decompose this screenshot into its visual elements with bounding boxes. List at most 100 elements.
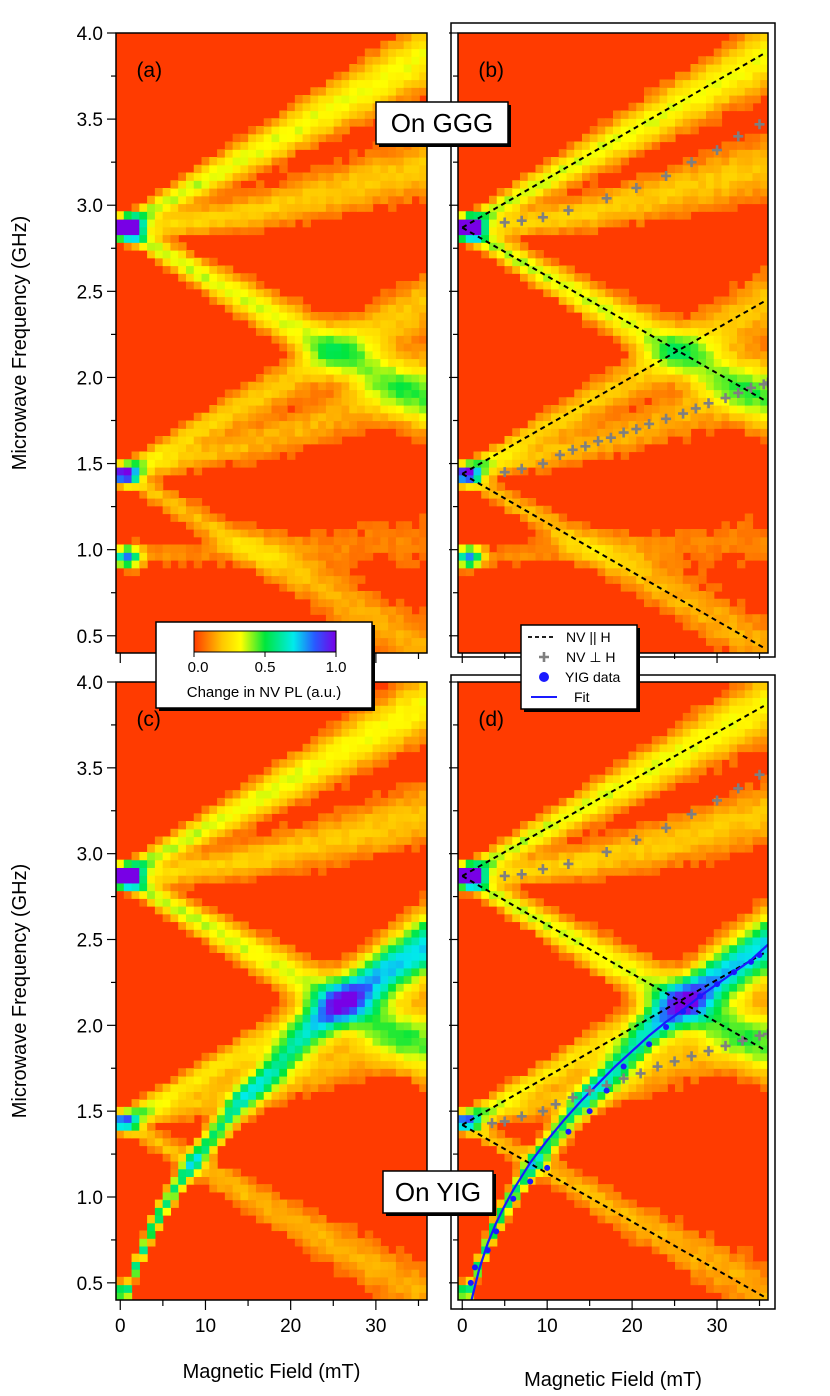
heatmap-cell [636, 180, 645, 189]
heatmap-cell [713, 544, 723, 553]
heatmap-cell [582, 1037, 591, 1046]
heatmap-cell [419, 975, 427, 984]
heatmap-cell [279, 1207, 288, 1216]
heatmap-cell [372, 821, 381, 830]
heatmap-cell [240, 1083, 249, 1093]
heatmap-cell [248, 859, 257, 868]
heatmap-cell [597, 288, 606, 298]
heatmap-cell [729, 374, 738, 383]
heatmap-cell [325, 774, 335, 784]
heatmap-cell [582, 1099, 591, 1108]
heatmap-cell [325, 1045, 335, 1054]
heatmap-cell [240, 797, 249, 807]
heatmap-cell [287, 110, 296, 119]
heatmap-cell [411, 998, 420, 1008]
heatmap-cell [341, 720, 350, 729]
heatmap-cell [185, 1114, 195, 1123]
heatmap-cell [193, 836, 203, 845]
y-tick-label: 4.0 [77, 24, 103, 45]
heatmap-cell [395, 87, 405, 96]
heatmap-cell [380, 304, 389, 313]
heatmap-cell [240, 859, 249, 868]
heatmap-cell [589, 428, 599, 437]
heatmap-cell [682, 358, 692, 367]
heatmap-cell [263, 952, 273, 961]
heatmap-cell [380, 87, 389, 96]
heatmap-cell [170, 882, 179, 892]
heatmap-cell [682, 343, 692, 352]
heatmap-cell [302, 335, 311, 344]
heatmap-cell [255, 967, 265, 977]
heatmap-cell [527, 544, 537, 553]
heatmap-cell [473, 867, 482, 876]
heatmap-cell [551, 203, 560, 212]
heatmap-cell [644, 544, 653, 553]
heatmap-cell [520, 188, 529, 197]
heatmap-cell [154, 482, 164, 491]
heatmap-cell [458, 482, 467, 491]
heatmap-cell [333, 1060, 343, 1069]
heatmap-cell [543, 513, 552, 522]
nv-parallel-line [461, 226, 765, 401]
heatmap-cell [543, 443, 552, 453]
heatmap-cell [325, 720, 335, 729]
heatmap-cell [294, 797, 304, 807]
heatmap-cell [294, 1068, 304, 1077]
heatmap-cell [318, 211, 327, 220]
heatmap-cell [224, 529, 234, 538]
heatmap-cell [162, 1153, 172, 1162]
heatmap-cell [481, 226, 490, 236]
heatmap-cell [636, 172, 645, 181]
heatmap-cell [310, 998, 319, 1008]
heatmap-cell [364, 180, 374, 189]
heatmap-cell [294, 774, 304, 784]
heatmap-cell [520, 921, 529, 930]
heatmap-cell [597, 397, 606, 406]
heatmap-cell [139, 882, 148, 892]
heatmap-cell [582, 836, 591, 845]
heatmap-cell [325, 1245, 335, 1255]
heatmap-cell [162, 188, 172, 197]
heatmap-cell [395, 95, 405, 104]
heatmap-cell [318, 575, 327, 584]
heatmap-cell [613, 319, 622, 329]
heatmap-cell [698, 312, 707, 321]
heatmap-cell [558, 1083, 568, 1093]
heatmap-cell [713, 529, 723, 538]
heatmap-cell [279, 782, 288, 791]
heatmap-cell [372, 79, 381, 88]
heatmap-cell [209, 875, 218, 884]
heatmap-cell [372, 366, 381, 375]
heatmap-cell [263, 133, 273, 143]
heatmap-cell [458, 567, 467, 577]
heatmap-cell [589, 929, 599, 938]
heatmap-cell [729, 614, 738, 623]
heatmap-cell [248, 1068, 257, 1077]
heatmap-cell [752, 327, 761, 336]
heatmap-cell [543, 273, 552, 282]
heatmap-cell [170, 1176, 179, 1185]
heatmap-cell [154, 890, 164, 899]
heatmap-cell [341, 952, 350, 961]
heatmap-cell [162, 1114, 172, 1123]
heatmap-cell [294, 1029, 304, 1038]
heatmap-cell [232, 797, 242, 807]
heatmap-cell [170, 1153, 179, 1162]
heatmap-cell [411, 1075, 420, 1085]
heatmap-cell [372, 521, 381, 530]
heatmap-cell [597, 797, 606, 807]
heatmap-cell [713, 203, 723, 212]
heatmap-cell [636, 1075, 645, 1085]
heatmap-cell [698, 79, 707, 88]
heatmap-cell [613, 327, 622, 336]
heatmap-cell [294, 952, 304, 961]
nv-perp-marker [554, 449, 565, 460]
heatmap-cell [217, 412, 226, 422]
heatmap-cell [224, 867, 234, 876]
heatmap-cell [744, 529, 754, 538]
heatmap-cell [713, 622, 723, 631]
heatmap-cell [357, 102, 366, 112]
heatmap-cell [310, 1245, 319, 1255]
heatmap-cell [706, 629, 715, 639]
heatmap-cell [419, 790, 427, 799]
